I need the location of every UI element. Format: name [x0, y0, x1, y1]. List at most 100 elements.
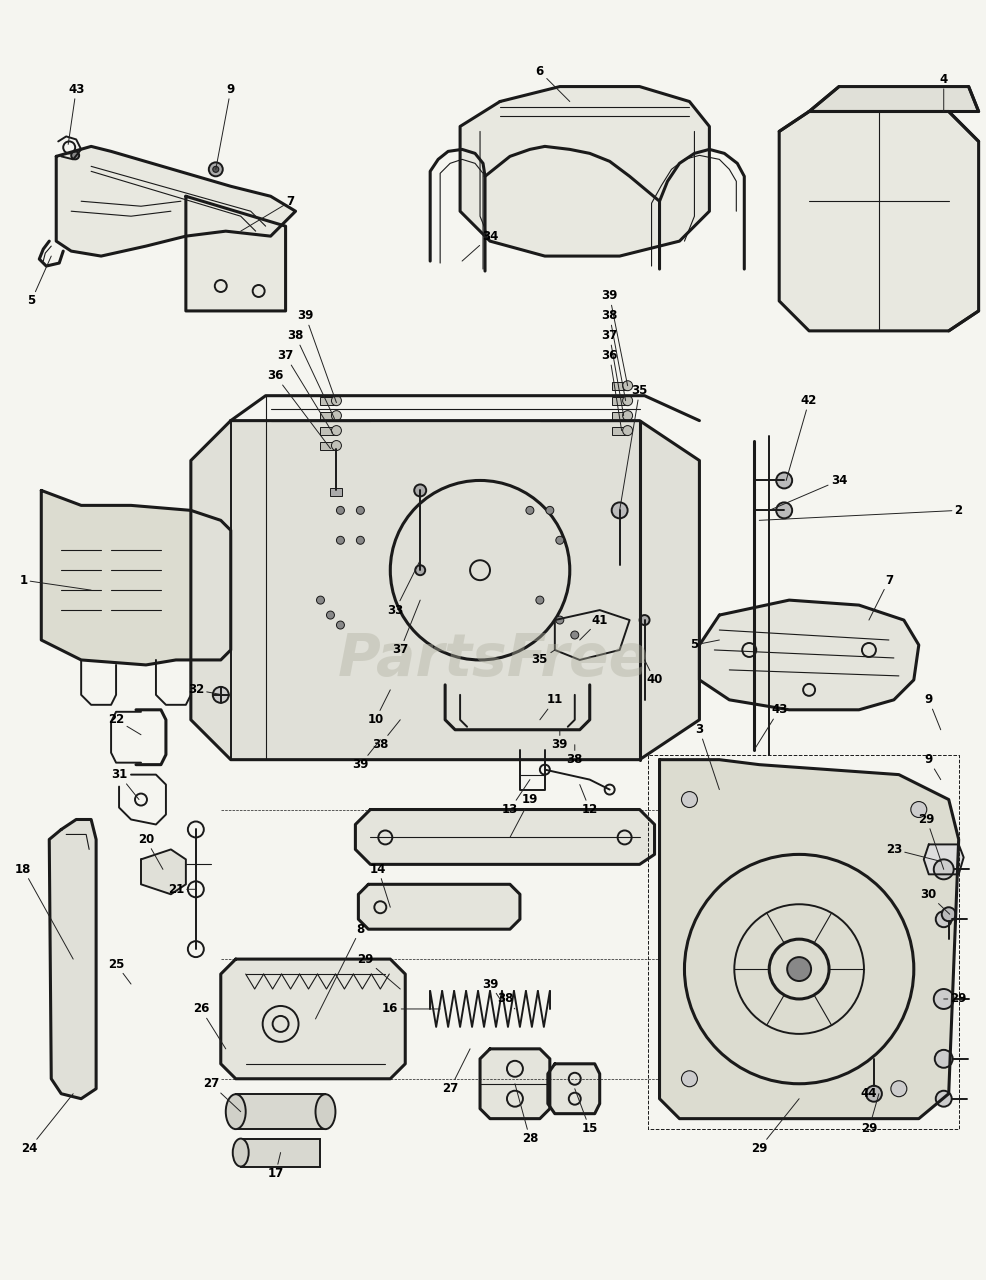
- Text: 38: 38: [600, 310, 625, 401]
- Polygon shape: [49, 819, 96, 1098]
- Text: 35: 35: [619, 384, 647, 511]
- Circle shape: [935, 911, 951, 927]
- Polygon shape: [547, 1064, 599, 1114]
- Polygon shape: [141, 850, 185, 895]
- Circle shape: [336, 536, 344, 544]
- Ellipse shape: [226, 1094, 246, 1129]
- Text: 15: 15: [574, 1089, 598, 1135]
- Circle shape: [336, 507, 344, 515]
- Polygon shape: [41, 490, 231, 664]
- Text: 35: 35: [531, 650, 554, 667]
- Polygon shape: [809, 87, 978, 111]
- Bar: [330, 489, 342, 497]
- Bar: [241, 1139, 320, 1166]
- Polygon shape: [923, 845, 962, 874]
- Text: 17: 17: [267, 1152, 283, 1180]
- Text: 8: 8: [316, 923, 364, 1019]
- Text: 5: 5: [689, 639, 719, 652]
- Circle shape: [356, 507, 364, 515]
- Text: 37: 37: [600, 329, 623, 416]
- Text: 13: 13: [501, 780, 529, 817]
- Circle shape: [213, 687, 229, 703]
- Text: 30: 30: [920, 888, 949, 914]
- Text: 4: 4: [939, 73, 947, 111]
- Circle shape: [622, 426, 632, 435]
- Circle shape: [933, 859, 952, 879]
- Text: PartsFree: PartsFree: [337, 631, 648, 689]
- Circle shape: [535, 596, 543, 604]
- Circle shape: [71, 151, 79, 159]
- Text: 18: 18: [15, 863, 73, 959]
- Circle shape: [414, 484, 426, 497]
- Text: 37: 37: [277, 349, 332, 433]
- Circle shape: [331, 411, 341, 421]
- Polygon shape: [699, 600, 918, 710]
- Text: 11: 11: [539, 694, 562, 719]
- Text: 31: 31: [110, 768, 139, 800]
- Text: 10: 10: [367, 690, 389, 726]
- Text: 29: 29: [357, 952, 400, 989]
- Circle shape: [213, 166, 219, 173]
- Circle shape: [639, 616, 649, 625]
- Text: 37: 37: [391, 600, 420, 657]
- Text: 1: 1: [20, 573, 91, 590]
- Bar: [320, 412, 336, 420]
- Text: 20: 20: [138, 833, 163, 869]
- Text: 38: 38: [287, 329, 334, 419]
- Text: 29: 29: [750, 1098, 799, 1155]
- Polygon shape: [190, 421, 699, 759]
- Text: 25: 25: [107, 957, 131, 984]
- Circle shape: [680, 1071, 697, 1087]
- Circle shape: [317, 596, 324, 604]
- Text: 39: 39: [600, 289, 627, 385]
- Circle shape: [555, 616, 563, 625]
- Polygon shape: [221, 959, 405, 1079]
- Text: 6: 6: [535, 65, 569, 101]
- Polygon shape: [479, 1048, 549, 1119]
- Text: 44: 44: [860, 1087, 877, 1101]
- Text: 23: 23: [884, 844, 940, 861]
- Circle shape: [611, 502, 627, 518]
- Text: 40: 40: [644, 660, 662, 686]
- Bar: [320, 426, 336, 435]
- Circle shape: [933, 989, 952, 1009]
- Bar: [320, 442, 336, 449]
- Polygon shape: [778, 111, 978, 330]
- Circle shape: [622, 380, 632, 390]
- Circle shape: [865, 1085, 881, 1102]
- Text: 34: 34: [461, 229, 498, 261]
- Circle shape: [415, 566, 425, 575]
- Ellipse shape: [316, 1094, 335, 1129]
- Text: 3: 3: [695, 723, 719, 790]
- Text: 29: 29: [918, 813, 943, 869]
- Circle shape: [890, 1080, 906, 1097]
- Text: 19: 19: [510, 794, 537, 837]
- Text: 39: 39: [481, 978, 500, 998]
- Text: 9: 9: [924, 694, 940, 730]
- Text: 21: 21: [168, 883, 195, 896]
- Text: 5: 5: [28, 256, 51, 307]
- Text: 7: 7: [868, 573, 892, 620]
- Circle shape: [680, 791, 697, 808]
- Ellipse shape: [233, 1139, 248, 1166]
- Circle shape: [331, 440, 341, 451]
- Text: 43: 43: [753, 703, 787, 750]
- Text: 9: 9: [216, 83, 235, 169]
- Text: 38: 38: [496, 992, 515, 1009]
- Circle shape: [935, 1091, 951, 1107]
- Text: 2: 2: [758, 504, 961, 521]
- Polygon shape: [459, 87, 709, 256]
- Circle shape: [331, 396, 341, 406]
- Circle shape: [336, 621, 344, 628]
- Circle shape: [934, 1050, 951, 1068]
- Circle shape: [775, 472, 792, 489]
- Text: 38: 38: [566, 745, 583, 767]
- Polygon shape: [355, 809, 654, 864]
- Text: 16: 16: [382, 1002, 440, 1015]
- Circle shape: [910, 801, 926, 818]
- Text: 29: 29: [943, 992, 966, 1006]
- Circle shape: [326, 611, 334, 620]
- Text: 42: 42: [786, 394, 816, 480]
- Text: 27: 27: [442, 1048, 469, 1096]
- Circle shape: [209, 163, 223, 177]
